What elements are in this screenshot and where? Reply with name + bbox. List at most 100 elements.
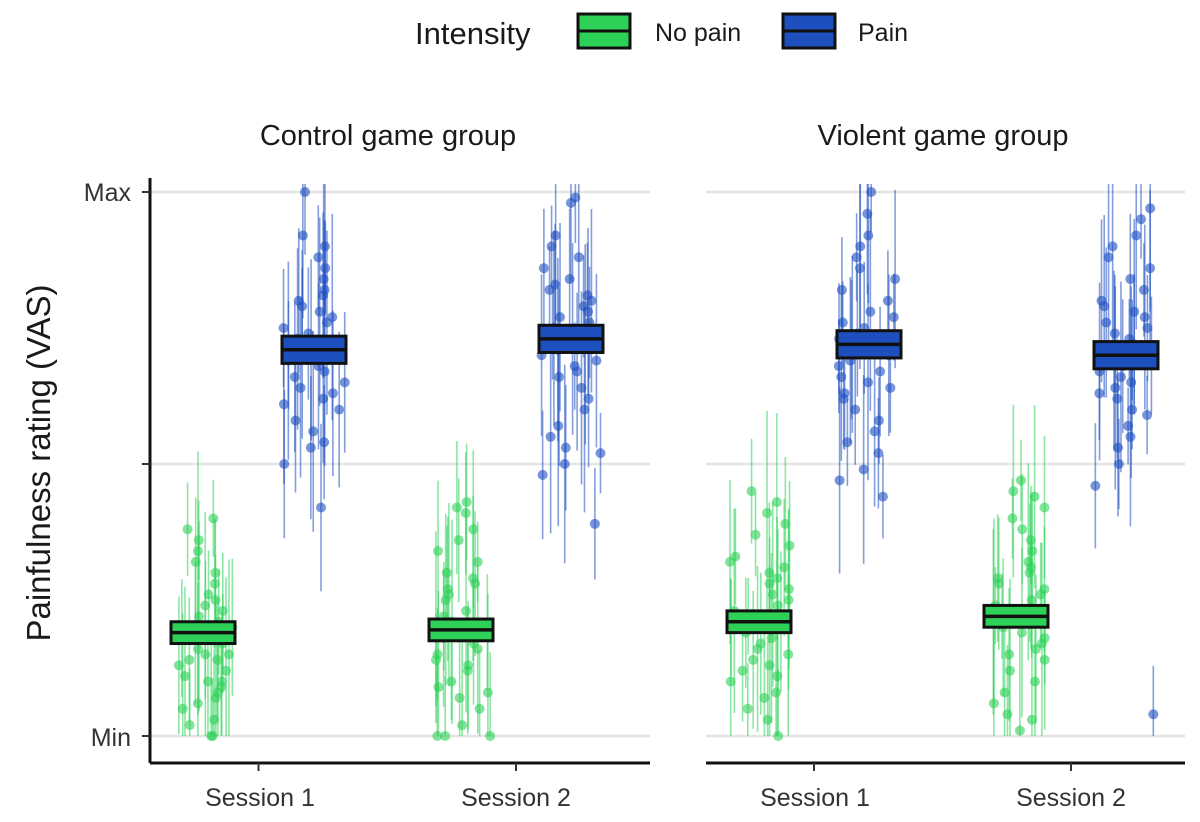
- point-violent-session-2-no-pain-8: [1004, 649, 1015, 660]
- point-violent-session-2-pain-31: [1107, 241, 1118, 252]
- point-control-session-1-no-pain-20: [194, 611, 205, 622]
- point-violent-session-1-no-pain-25: [764, 567, 775, 578]
- axes-control: [142, 178, 650, 771]
- point-violent-session-2-pain-6: [1142, 410, 1153, 421]
- point-control-session-2-no-pain-26: [433, 546, 444, 557]
- point-control-session-2-pain-0: [589, 518, 600, 529]
- legend-item-no-pain: No pain: [576, 12, 741, 50]
- point-violent-session-1-no-pain-32: [762, 507, 773, 518]
- point-control-session-1-pain-34: [300, 187, 311, 197]
- point-violent-session-2-no-pain-30: [1039, 502, 1050, 513]
- point-control-session-1-pain-31: [313, 252, 324, 263]
- means-control: [169, 323, 605, 646]
- point-control-session-1-no-pain-12: [184, 654, 195, 665]
- point-control-session-2-no-pain-1: [432, 731, 443, 741]
- point-control-session-2-pain-8: [583, 393, 594, 404]
- point-control-session-2-no-pain-28: [468, 524, 479, 535]
- point-violent-session-2-no-pain-26: [1027, 546, 1038, 557]
- point-control-session-2-pain-4: [560, 442, 571, 453]
- point-violent-session-1-pain-2: [858, 464, 869, 475]
- point-violent-session-2-no-pain-33: [1016, 475, 1027, 486]
- facet-violent-game-group: Violent game group Session 1 Session 2: [706, 120, 1185, 812]
- x-tick-label-violent-session-1: Session 1: [760, 784, 870, 812]
- point-control-session-1-pain-26: [293, 295, 304, 306]
- point-violent-session-2-no-pain-5: [1029, 676, 1040, 687]
- point-violent-session-2-pain-32: [1131, 230, 1142, 241]
- x-tick-label-violent-session-2: Session 2: [1016, 784, 1126, 812]
- point-control-session-2-pain-23: [578, 301, 589, 312]
- point-control-session-1-no-pain-11: [212, 654, 223, 665]
- point-violent-session-1-pain-25: [882, 295, 893, 306]
- point-control-session-2-no-pain-3: [457, 720, 468, 731]
- point-violent-session-1-no-pain-2: [742, 703, 753, 714]
- y-axis-label: Painfulness rating (VAS): [20, 284, 57, 641]
- point-violent-session-1-pain-29: [851, 252, 862, 263]
- point-violent-session-1-no-pain-5: [725, 676, 736, 687]
- point-control-session-2-pain-13: [591, 355, 602, 366]
- point-control-session-2-no-pain-2: [485, 731, 496, 741]
- point-control-session-2-pain-31: [546, 241, 557, 252]
- point-violent-session-2-pain-23: [1139, 312, 1150, 323]
- point-violent-session-1-pain-10: [885, 382, 896, 393]
- point-violent-session-1-no-pain-13: [766, 633, 777, 644]
- point-violent-session-2-no-pain-6: [1005, 665, 1016, 676]
- marks-control: [173, 184, 606, 741]
- means-violent: [725, 329, 1160, 635]
- point-control-session-2-no-pain-29: [460, 507, 471, 518]
- x-tick-label-control-session-1: Session 1: [205, 784, 315, 812]
- point-control-session-2-pain-1: [537, 469, 548, 480]
- point-violent-session-2-pain-1: [1090, 480, 1101, 491]
- point-violent-session-2-pain-22: [1101, 317, 1112, 328]
- point-control-session-2-pain-5: [545, 431, 556, 442]
- point-violent-session-1-no-pain-9: [748, 654, 759, 665]
- point-control-session-1-pain-29: [318, 274, 329, 285]
- point-violent-session-2-no-pain-22: [992, 573, 1003, 584]
- point-violent-session-1-no-pain-34: [746, 486, 757, 497]
- point-violent-session-2-no-pain-12: [1016, 627, 1027, 638]
- point-violent-session-2-pain-7: [1127, 404, 1138, 415]
- marks-violent: [725, 184, 1159, 741]
- legend-label-pain: Pain: [858, 19, 908, 47]
- point-control-session-2-no-pain-5: [454, 692, 465, 703]
- point-control-session-2-pain-9: [576, 382, 587, 393]
- point-violent-session-1-pain-31: [863, 230, 874, 241]
- point-violent-session-1-pain-26: [836, 284, 847, 295]
- point-control-session-1-pain-8: [318, 393, 329, 404]
- point-control-session-1-no-pain-35: [200, 649, 211, 660]
- point-control-session-2-pain-12: [569, 361, 580, 372]
- point-violent-session-1-pain-6: [873, 415, 884, 426]
- point-control-session-2-pain-29: [538, 263, 549, 274]
- point-control-session-2-no-pain-4: [474, 703, 485, 714]
- point-control-session-2-no-pain-32: [482, 687, 493, 698]
- point-violent-session-2-no-pain-4: [999, 687, 1010, 698]
- point-violent-session-2-pain-34: [1145, 203, 1156, 214]
- x-tick-label-control-session-2: Session 2: [461, 784, 571, 812]
- point-violent-session-1-no-pain-12: [755, 638, 766, 649]
- point-violent-session-2-pain-33: [1136, 214, 1147, 225]
- point-control-session-1-pain-24: [314, 306, 325, 317]
- point-violent-session-1-no-pain-33: [771, 497, 782, 508]
- point-violent-session-2-no-pain-27: [1025, 535, 1036, 546]
- point-control-session-1-pain-33: [297, 230, 308, 241]
- point-control-session-2-no-pain-6: [433, 682, 444, 693]
- point-violent-session-2-no-pain-29: [1007, 513, 1018, 524]
- point-control-session-1-no-pain-34: [216, 676, 227, 687]
- point-control-session-2-pain-32: [550, 230, 561, 241]
- point-violent-session-2-no-pain-20: [1039, 584, 1050, 595]
- point-violent-session-2-no-pain-32: [1008, 486, 1019, 497]
- point-violent-session-1-pain-5: [869, 426, 880, 437]
- point-violent-session-1-pain-22: [837, 317, 848, 328]
- point-control-session-2-no-pain-0: [440, 731, 451, 741]
- point-control-session-1-pain-6: [334, 404, 345, 415]
- point-violent-session-1-no-pain-28: [730, 551, 741, 562]
- point-control-session-2-no-pain-25: [472, 556, 483, 567]
- point-violent-session-2-pain-30: [1103, 252, 1114, 263]
- point-violent-session-2-pain-0: [1148, 709, 1159, 720]
- point-control-session-2-no-pain-33: [463, 660, 474, 671]
- facet-control-game-group: Control game group Session 1 Session 2: [142, 120, 650, 812]
- point-control-session-1-no-pain-13: [223, 649, 234, 660]
- point-violent-session-1-pain-23: [888, 312, 899, 323]
- point-control-session-2-no-pain-30: [451, 502, 462, 513]
- point-violent-session-1-no-pain-4: [771, 687, 782, 698]
- point-control-session-2-no-pain-24: [441, 567, 452, 578]
